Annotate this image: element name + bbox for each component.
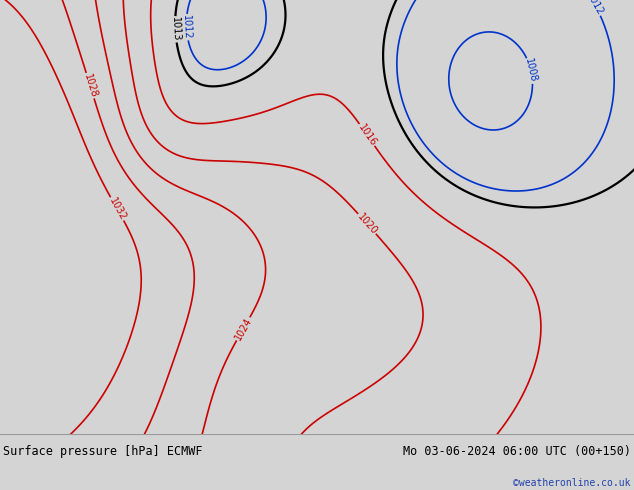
Text: Surface pressure [hPa] ECMWF: Surface pressure [hPa] ECMWF [3, 445, 203, 458]
Text: 1024: 1024 [233, 316, 254, 342]
Text: Mo 03-06-2024 06:00 UTC (00+150): Mo 03-06-2024 06:00 UTC (00+150) [403, 445, 631, 458]
Text: 1016: 1016 [356, 122, 378, 148]
Text: 1008: 1008 [524, 58, 538, 84]
Text: 1012: 1012 [584, 0, 605, 17]
Text: ©weatheronline.co.uk: ©weatheronline.co.uk [514, 478, 631, 488]
Text: 1020: 1020 [355, 211, 379, 236]
Text: 1032: 1032 [107, 196, 127, 222]
Text: 1013: 1013 [170, 17, 181, 42]
Text: 1012: 1012 [181, 15, 192, 40]
Text: 1028: 1028 [82, 73, 98, 99]
